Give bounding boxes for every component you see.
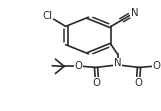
- Text: Cl: Cl: [43, 11, 53, 21]
- Text: O: O: [152, 61, 160, 71]
- Text: N: N: [131, 8, 138, 18]
- Text: O: O: [93, 78, 101, 88]
- Text: N: N: [114, 58, 121, 68]
- Text: O: O: [134, 78, 142, 88]
- Text: O: O: [75, 61, 83, 71]
